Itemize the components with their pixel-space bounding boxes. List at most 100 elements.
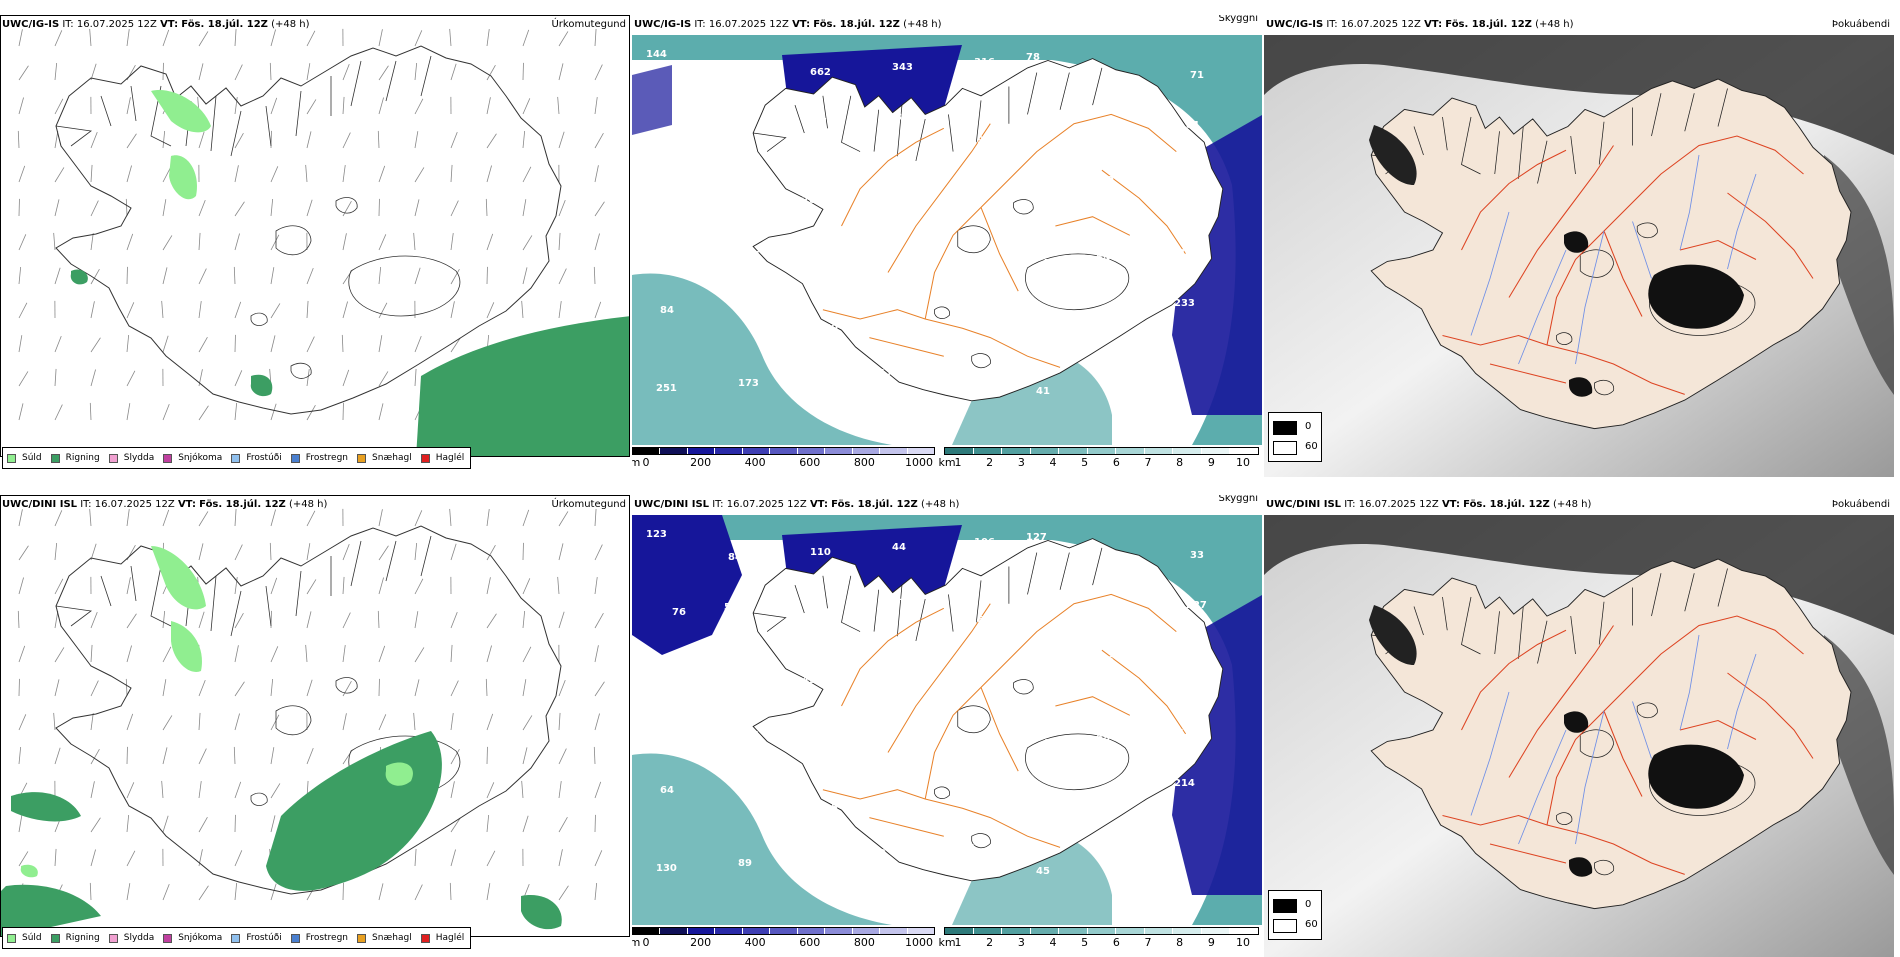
cloud-height-label: 343 <box>892 62 913 73</box>
cloud-height-label: 49 <box>802 675 816 686</box>
river-network <box>1470 634 1757 845</box>
cloud-height-label: 107 <box>966 665 987 676</box>
river-network <box>1470 154 1757 365</box>
wind-barb <box>594 132 604 149</box>
wind-barb <box>198 885 209 901</box>
coastline <box>55 525 562 895</box>
cloud-height-label: 83 <box>1108 75 1122 86</box>
wind-barb <box>234 882 238 901</box>
wind-barb <box>234 370 243 387</box>
cloud-height-label: 84 <box>660 305 674 316</box>
cloud-height-label: 207 <box>1122 783 1143 794</box>
legend-label: Súld <box>22 453 42 463</box>
wind-barb <box>558 712 561 731</box>
panel-header: UWC/DINI ISL IT: 16.07.2025 12Z VT: Fös.… <box>1264 495 1894 515</box>
precip-map <box>0 495 630 937</box>
scale-tick: 2 <box>986 456 994 469</box>
wind-barb <box>522 235 533 251</box>
wind-barb <box>450 611 458 629</box>
cloud-height-label: 45 <box>1036 866 1050 877</box>
visibility-map: 123 84 110 44 106 127 46 33 76 51 124 114 36 36 60 227 2… <box>632 515 1262 925</box>
wind-barb <box>234 612 244 629</box>
cloud-height-label: 78 <box>1026 52 1040 63</box>
wind-barb <box>342 543 350 561</box>
wind-barb <box>414 368 417 387</box>
cloud-height-label: 97 <box>880 720 894 731</box>
cloud-height-label: 110 <box>810 547 831 558</box>
legend-item: Haglél <box>420 933 464 943</box>
wind-barb <box>557 96 560 115</box>
scale-color-step <box>1116 448 1145 454</box>
wind-barb <box>234 814 236 833</box>
cloud-height-label: 124 <box>806 597 827 608</box>
model-name: UWC/DINI ISL <box>2 499 78 510</box>
fog-patch <box>1569 857 1593 877</box>
cloud-height-label: 123 <box>646 529 667 540</box>
wind-barb <box>89 882 92 901</box>
scale-color-step <box>715 928 743 934</box>
wind-barb <box>342 680 352 697</box>
wind-barb <box>162 368 164 387</box>
cloud-height-label: 117 <box>872 368 893 379</box>
wind-barb <box>414 510 423 527</box>
wind-barb <box>162 199 167 217</box>
wind-barb <box>90 680 99 697</box>
wind-barb <box>126 577 131 595</box>
scale-tick: 4 <box>1049 936 1057 949</box>
scale-color-step <box>973 448 1003 454</box>
wind-barb <box>198 511 209 527</box>
wind-barb <box>486 645 492 663</box>
it-label: IT: <box>1326 19 1338 30</box>
wind-barb <box>17 610 20 629</box>
wind-barb <box>234 681 245 697</box>
glacier-outline <box>290 362 312 379</box>
legend-swatch <box>357 933 367 943</box>
cloud-height-label: 114 <box>888 592 909 603</box>
scale-tick: 1 <box>954 456 962 469</box>
glacier-outline <box>971 833 991 849</box>
panel-title: Þokuábendi <box>1831 499 1890 510</box>
fog-dense-area <box>1264 35 1894 155</box>
glacier-outline <box>348 255 461 317</box>
wind-barb <box>594 882 598 901</box>
cloud-height-label: 43 <box>820 853 834 864</box>
legend-label: Snæhagl <box>372 933 412 943</box>
legend-label: Frostregn <box>305 933 349 943</box>
wind-barb <box>198 164 200 183</box>
scale-color-step <box>825 448 853 454</box>
wind-barb <box>90 576 92 595</box>
legend-item: Frostúði <box>231 453 282 463</box>
wind-barb <box>522 848 524 867</box>
wind-barb <box>522 166 532 183</box>
wind-barb <box>486 509 490 527</box>
cloud-height-label: 38 <box>1044 738 1058 749</box>
wind-barb <box>558 679 566 697</box>
wind-barb <box>234 508 237 527</box>
legend-label: Súld <box>22 933 42 943</box>
wind-barb <box>54 267 61 285</box>
wind-barb <box>306 63 311 81</box>
wind-barb <box>378 302 388 319</box>
wind-barb <box>18 645 26 663</box>
coastline <box>752 58 1224 402</box>
cloud-height-label: 63 <box>1040 308 1054 319</box>
cloud-height-label: 36 <box>1100 655 1114 666</box>
scale-tick: 5 <box>1081 936 1089 949</box>
wind-barb <box>198 131 205 149</box>
wind-barb <box>270 815 276 833</box>
wind-barb <box>594 233 600 251</box>
wind-barb <box>486 713 494 731</box>
wind-barb <box>522 578 531 595</box>
wind-barb <box>18 266 22 285</box>
wind-barb <box>378 678 380 697</box>
wind-barb <box>306 747 314 765</box>
wind-barb <box>126 334 130 353</box>
wind-barb <box>450 63 457 81</box>
wind-barb <box>558 63 564 81</box>
scale-color-step <box>797 928 826 934</box>
wind-barb <box>522 130 526 149</box>
cloud-height-label: 76 <box>798 245 812 256</box>
wind-barb <box>558 164 560 183</box>
wind-barb <box>89 508 92 527</box>
glacier-outline <box>1025 733 1130 791</box>
